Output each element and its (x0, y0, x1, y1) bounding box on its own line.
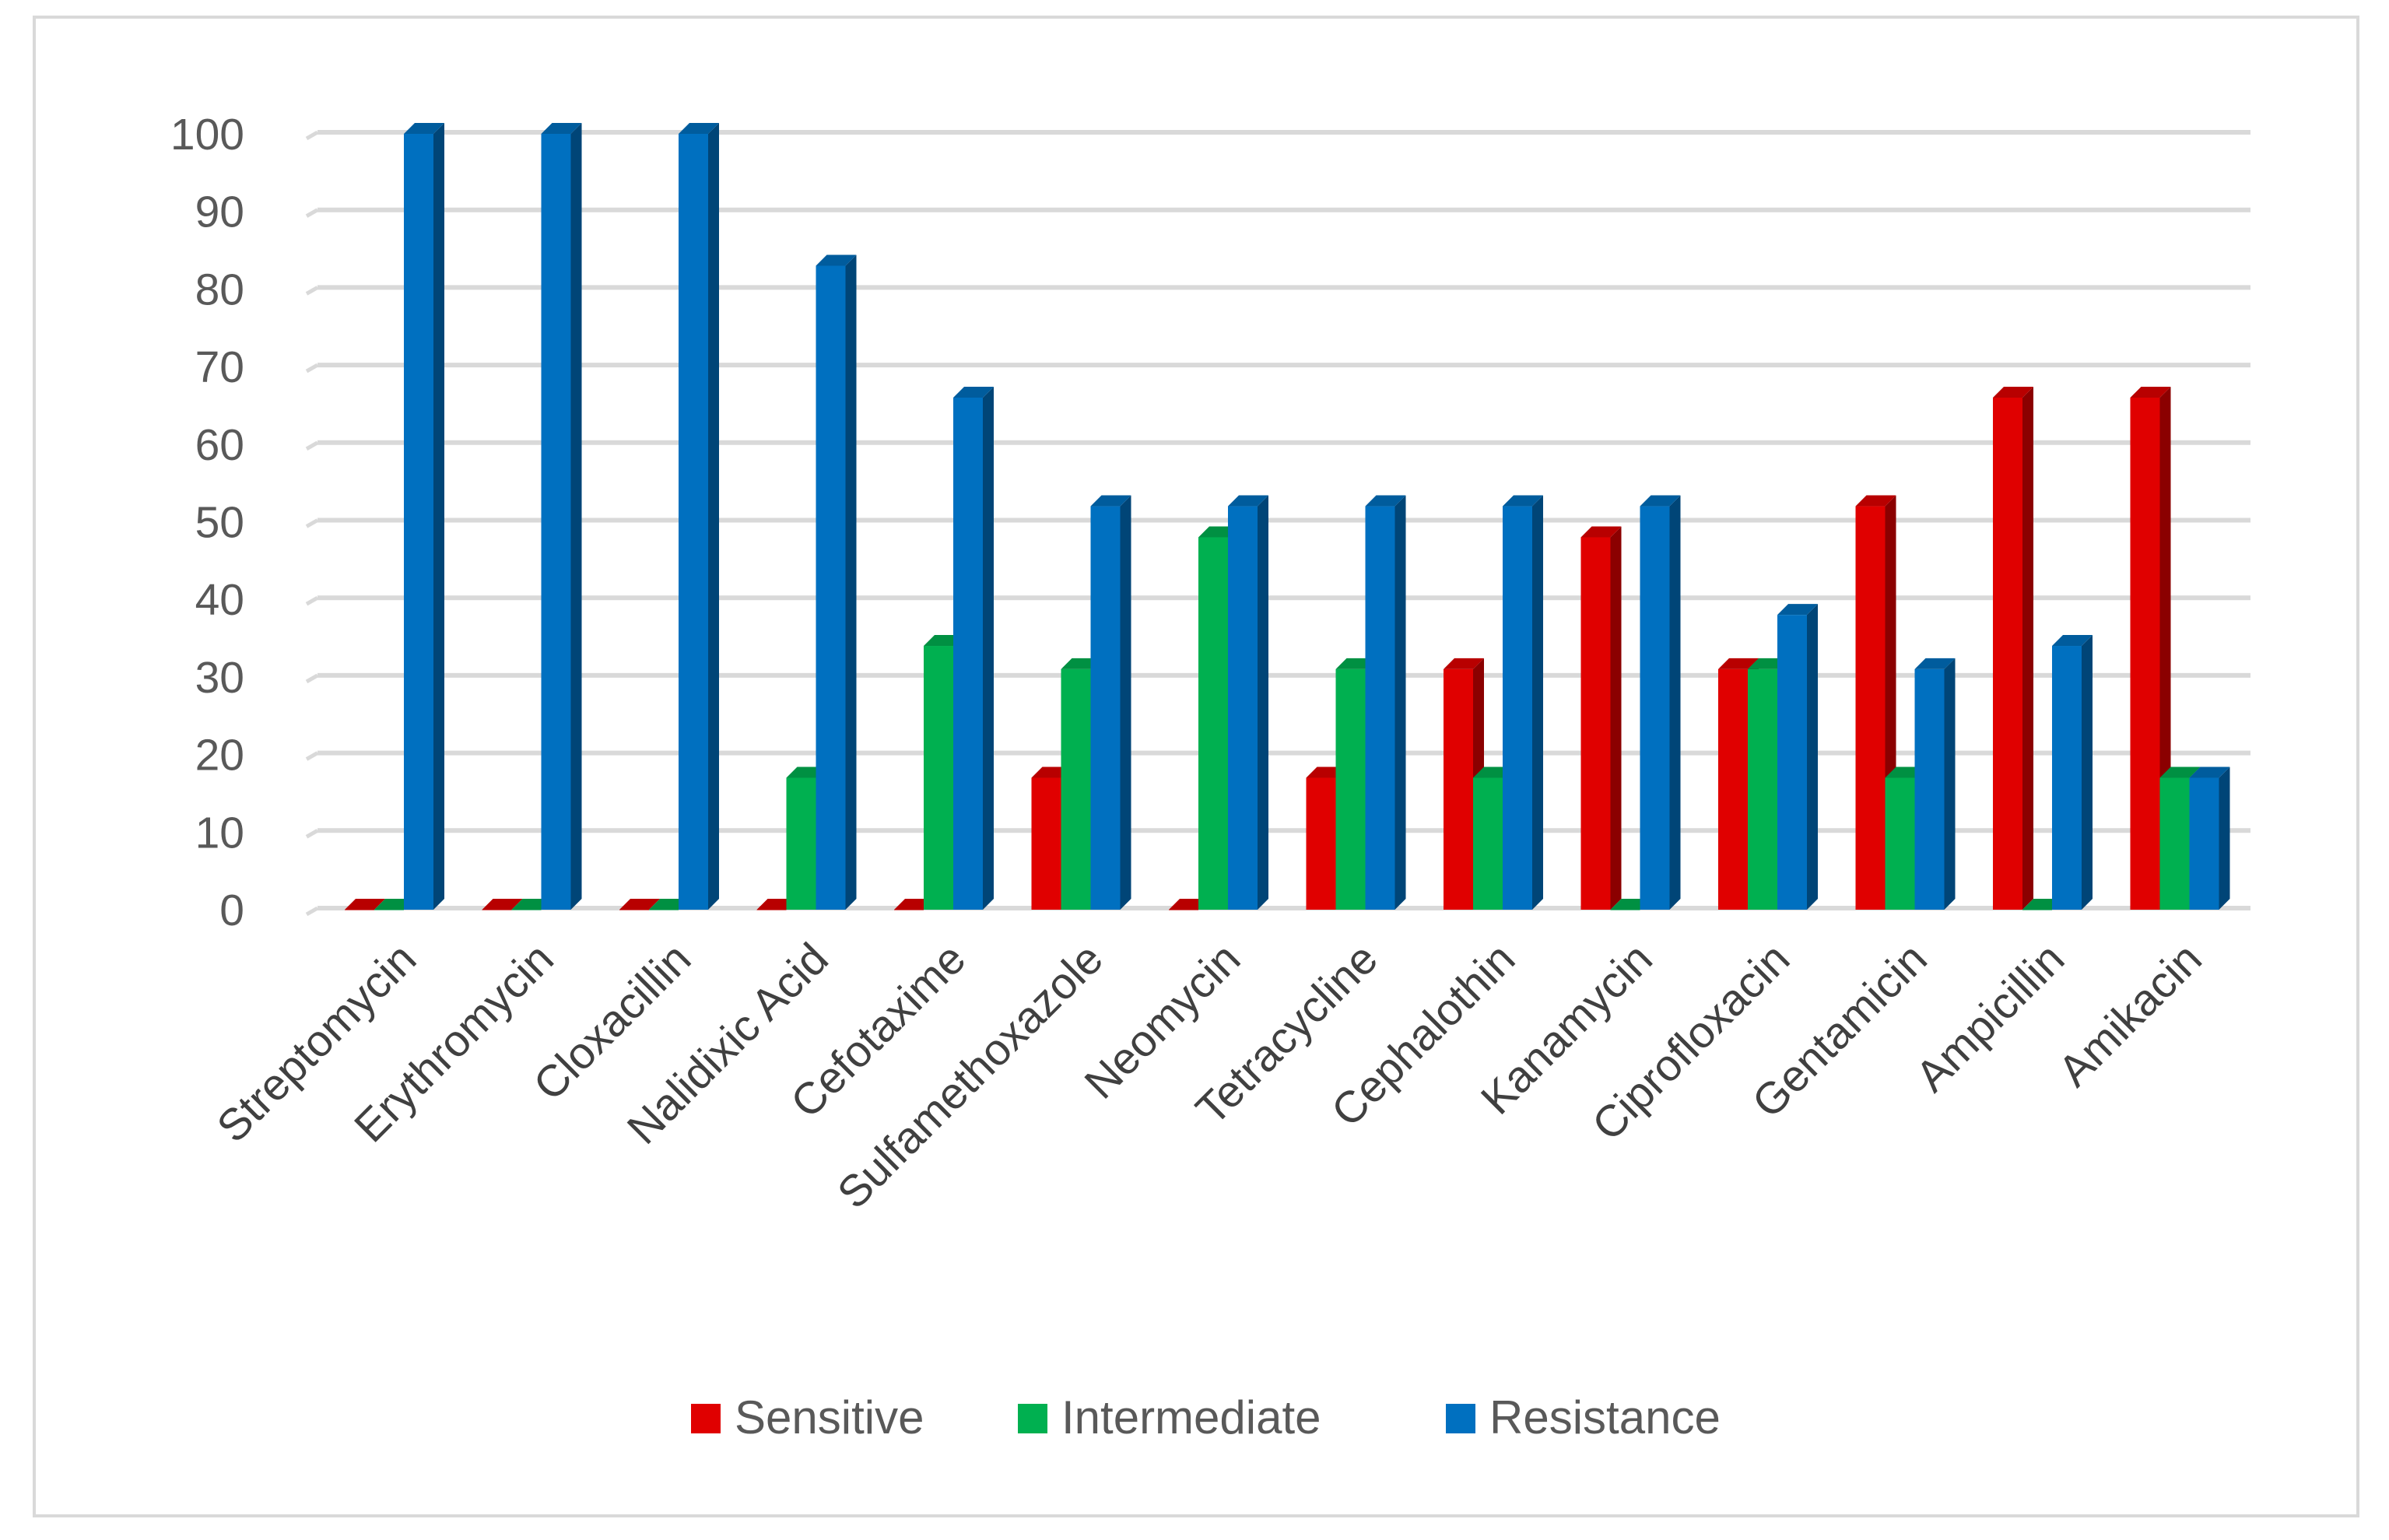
bar-sensitive-cloxacillin (619, 899, 660, 910)
y-tick-label-60: 60 (195, 420, 244, 470)
legend-swatch-resistance (1446, 1404, 1475, 1433)
y-tick-label-70: 70 (195, 342, 244, 392)
gridline-depth-40 (305, 596, 319, 606)
bar-sensitive-streptomycin (345, 899, 385, 910)
bar-sensitive-erythromycin (482, 899, 523, 910)
legend-item-sensitive: Sensitive (691, 1391, 924, 1444)
y-axis-ticks: 0 10 20 30 40 50 60 70 80 90 100 (170, 110, 244, 935)
y-tick-label-100: 100 (170, 110, 244, 160)
bar-sensitive-gentamicin (1855, 495, 1896, 910)
gridline-depth-20 (305, 751, 319, 761)
bar-resistance-sulfamethoxazole (1090, 495, 1131, 910)
bar-resistance-streptomycin (404, 123, 444, 910)
y-tick-label-10: 10 (195, 808, 244, 858)
y-tick-label-0: 0 (219, 886, 244, 935)
legend-swatch-intermediate (1018, 1404, 1047, 1433)
y-tick-label-40: 40 (195, 575, 244, 625)
bar-resistance-cephalothin (1503, 495, 1543, 910)
legend-label-resistance: Resistance (1489, 1391, 1721, 1444)
bar-sensitive-kanamycin (1580, 526, 1622, 910)
bar-resistance-gentamicin (1914, 658, 1956, 910)
y-tick-label-20: 20 (195, 731, 244, 781)
bar-resistance-ciprofloxacin (1777, 604, 1818, 910)
legend-swatch-sensitive (691, 1404, 721, 1433)
x-tick-label-sulfamethoxazole: Sulfamethoxazole (828, 934, 1113, 1219)
x-tick-label-amikacin: Amikacin (2049, 934, 2212, 1096)
bar-resistance-cefotaxime (953, 386, 994, 910)
bar-resistance-erythromycin (541, 123, 582, 910)
y-tick-label-30: 30 (195, 653, 244, 703)
y-tick-label-80: 80 (195, 265, 244, 314)
bars (345, 123, 2230, 910)
bar-resistance-neomycin (1228, 495, 1268, 910)
bar-resistance-amikacin (2189, 766, 2230, 910)
bar-resistance-ampicillin (2052, 635, 2093, 910)
x-axis-categories: StreptomycinErythromycinCloxacillinNalid… (208, 934, 2212, 1219)
gridline-depth-50 (305, 518, 319, 528)
gridline-depth-0 (305, 906, 319, 917)
bar-sensitive-ampicillin (1993, 386, 2033, 910)
gridline-depth-60 (305, 440, 319, 451)
gridline-depth-80 (305, 286, 319, 296)
legend-label-sensitive: Sensitive (735, 1391, 924, 1444)
bar-chart: 0 10 20 30 40 50 60 70 80 90 100 StreptomycinEryth… (170, 110, 2250, 1444)
gridline-depth-90 (305, 208, 319, 218)
legend-label-intermediate: Intermediate (1061, 1391, 1321, 1444)
x-tick-label-ampicillin: Ampicillin (1907, 934, 2074, 1101)
legend-item-intermediate: Intermediate (1018, 1391, 1321, 1444)
gridline-depth-30 (305, 673, 319, 684)
gridline-depth-100 (305, 130, 319, 141)
legend: Sensitive Intermediate Resistance (691, 1391, 1721, 1444)
bar-resistance-nalidixic-acid (816, 254, 857, 910)
bar-resistance-kanamycin (1640, 495, 1681, 910)
chart-frame: 0 10 20 30 40 50 60 70 80 90 100 Streptomycin Eryth… (33, 16, 2359, 1517)
y-tick-label-50: 50 (195, 498, 244, 548)
legend-item-resistance: Resistance (1446, 1391, 1721, 1444)
bar-resistance-cloxacillin (679, 123, 719, 910)
y-tick-label-90: 90 (195, 188, 244, 237)
gridline-depth-10 (305, 829, 319, 839)
gridlines (305, 130, 2250, 917)
bar-resistance-tetracycline (1365, 495, 1406, 910)
gridline-depth-70 (305, 363, 319, 374)
